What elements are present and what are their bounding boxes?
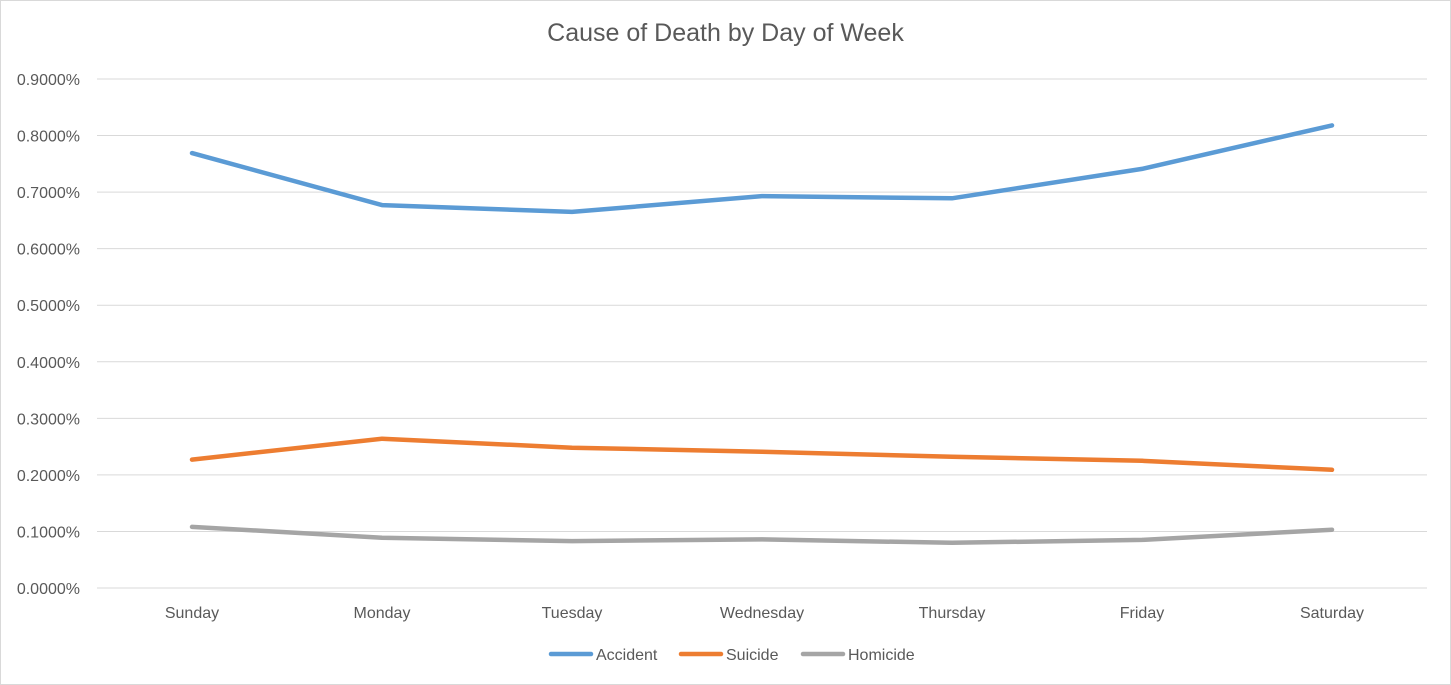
x-tick-label: Thursday bbox=[919, 605, 986, 622]
series-lines bbox=[189, 123, 1335, 546]
y-axis-ticks: 0.0000% 0.1000% 0.2000% 0.3000% 0.4000% 0.500… bbox=[17, 72, 80, 598]
x-tick-label: Tuesday bbox=[542, 605, 603, 622]
y-tick-label: 0.8000% bbox=[17, 129, 80, 146]
y-tick-label: 0.5000% bbox=[17, 298, 80, 315]
legend-label: Homicide bbox=[848, 647, 915, 664]
legend-label: Suicide bbox=[726, 647, 779, 664]
x-axis-ticks: Sunday Monday Tuesday Wednesday Thursday Frid… bbox=[165, 605, 1364, 622]
x-tick-label: Friday bbox=[1120, 605, 1164, 622]
x-tick-label: Monday bbox=[354, 605, 411, 622]
chart-title: Cause of Death by Day of Week bbox=[547, 19, 904, 47]
x-tick-label: Wednesday bbox=[720, 605, 804, 622]
y-tick-label: 0.4000% bbox=[17, 355, 80, 372]
series-line-suicide bbox=[189, 436, 1335, 473]
legend-item-suicide: Suicide bbox=[678, 647, 779, 664]
y-tick-label: 0.1000% bbox=[17, 524, 80, 541]
gridlines bbox=[97, 78, 1427, 589]
y-tick-label: 0.3000% bbox=[17, 411, 80, 428]
series-line-accident bbox=[189, 123, 1335, 215]
y-tick-label: 0.9000% bbox=[17, 72, 80, 89]
x-tick-label: Saturday bbox=[1300, 605, 1364, 622]
y-tick-label: 0.0000% bbox=[17, 581, 80, 598]
y-tick-label: 0.2000% bbox=[17, 468, 80, 485]
legend-item-homicide: Homicide bbox=[800, 647, 915, 664]
legend-label: Accident bbox=[596, 647, 658, 664]
y-tick-label: 0.6000% bbox=[17, 242, 80, 259]
y-tick-label: 0.7000% bbox=[17, 185, 80, 202]
x-tick-label: Sunday bbox=[165, 605, 219, 622]
legend: Accident Suicide Homicide bbox=[548, 647, 915, 664]
series-line-homicide bbox=[189, 524, 1335, 546]
legend-item-accident: Accident bbox=[548, 647, 658, 664]
